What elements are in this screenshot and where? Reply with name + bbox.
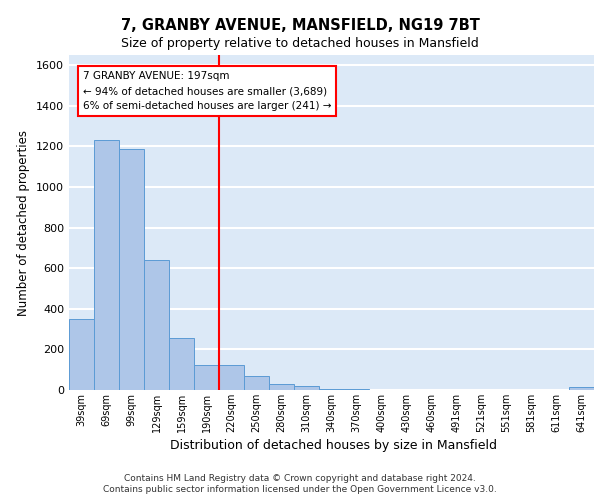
Bar — [119, 150, 144, 390]
Bar — [94, 140, 119, 390]
Bar — [194, 364, 219, 390]
Bar — [69, 319, 94, 390]
Bar — [244, 376, 269, 390]
Bar — [269, 384, 294, 390]
Y-axis label: Number of detached properties: Number of detached properties — [17, 130, 31, 316]
Text: 7, GRANBY AVENUE, MANSFIELD, NG19 7BT: 7, GRANBY AVENUE, MANSFIELD, NG19 7BT — [121, 18, 479, 32]
Bar — [169, 338, 194, 390]
Bar — [144, 260, 169, 390]
Text: 7 GRANBY AVENUE: 197sqm
← 94% of detached houses are smaller (3,689)
6% of semi-: 7 GRANBY AVENUE: 197sqm ← 94% of detache… — [83, 71, 331, 111]
Bar — [294, 386, 319, 390]
Bar — [569, 387, 594, 390]
Bar — [344, 389, 369, 390]
Bar — [319, 389, 344, 390]
Text: Distribution of detached houses by size in Mansfield: Distribution of detached houses by size … — [170, 440, 497, 452]
Text: Contains HM Land Registry data © Crown copyright and database right 2024.
Contai: Contains HM Land Registry data © Crown c… — [103, 474, 497, 494]
Bar — [219, 364, 244, 390]
Text: Size of property relative to detached houses in Mansfield: Size of property relative to detached ho… — [121, 38, 479, 51]
